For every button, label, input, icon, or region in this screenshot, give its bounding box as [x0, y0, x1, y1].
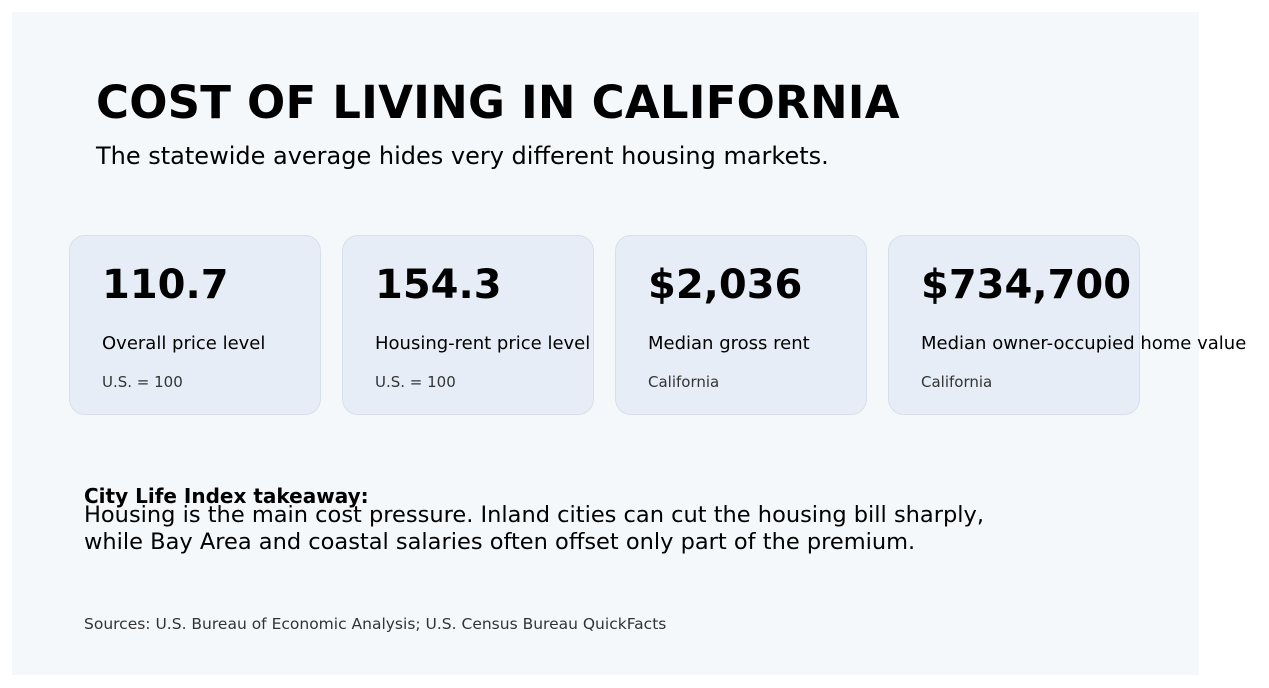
takeaway-line: Housing is the main cost pressure. Inlan… — [84, 502, 984, 528]
stat-value: $2,036 — [648, 262, 803, 308]
stat-label: Overall price level — [102, 333, 266, 354]
stat-note: U.S. = 100 — [375, 373, 456, 391]
stat-value: $734,700 — [921, 262, 1132, 308]
stat-note: California — [648, 373, 720, 391]
takeaway-heading: City Life Index takeaway: — [84, 484, 369, 508]
stat-note: U.S. = 100 — [102, 373, 183, 391]
stat-card-median-gross-rent: $2,036 Median gross rent California — [615, 235, 867, 415]
takeaway-body: Housing is the main cost pressure. Inlan… — [84, 502, 1084, 556]
stat-label: Median owner-occupied home value — [921, 333, 1247, 354]
stat-value: 154.3 — [375, 262, 502, 308]
stat-card-housing-rent-price-level: 154.3 Housing-rent price level U.S. = 10… — [342, 235, 594, 415]
infographic-panel: COST OF LIVING IN CALIFORNIA The statewi… — [12, 12, 1246, 675]
stat-card-median-home-value: $734,700 Median owner-occupied home valu… — [888, 235, 1246, 415]
page-title: COST OF LIVING IN CALIFORNIA — [96, 76, 900, 129]
stat-value: 110.7 — [102, 262, 229, 308]
stat-card-overall-price-level: 110.7 Overall price level U.S. = 100 — [69, 235, 321, 415]
stat-note: California — [921, 373, 993, 391]
stat-label: Housing-rent price level — [375, 333, 591, 354]
stat-label: Median gross rent — [648, 333, 810, 354]
takeaway-line: while Bay Area and coastal salaries ofte… — [84, 529, 916, 555]
page-subtitle: The statewide average hides very differe… — [96, 142, 829, 170]
sources-footnote: Sources: U.S. Bureau of Economic Analysi… — [84, 615, 667, 633]
